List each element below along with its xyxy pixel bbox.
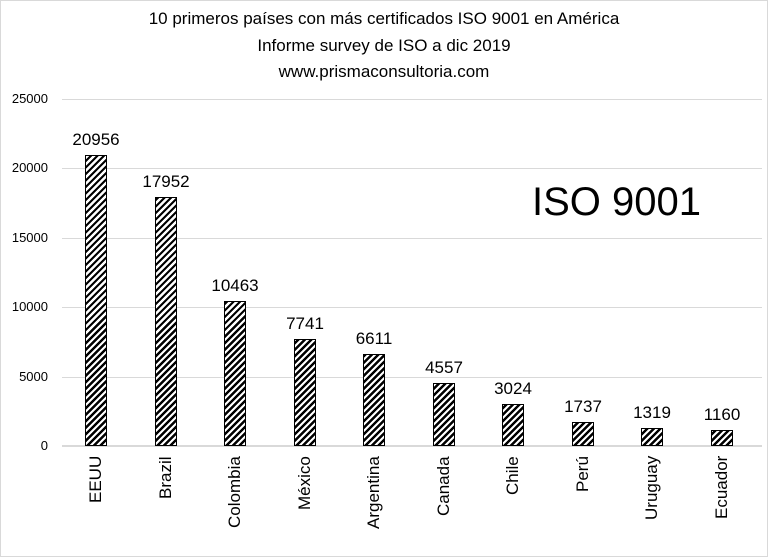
bar-uruguay [641,427,663,446]
y-tick-label: 0 [40,438,48,453]
chart-subtitle: Informe survey de ISO a dic 2019 [257,36,511,55]
bar-ecuador [711,429,733,446]
bar-argentina [363,354,385,446]
x-tick-label: Brazil [156,456,175,499]
bar-canada [433,382,455,446]
bar-value-label: 17952 [142,171,190,191]
bar-value-label: 3024 [494,379,532,399]
x-axis-line [62,445,762,447]
bar-value-label: 1319 [633,402,671,422]
y-tick-label: 5000 [19,368,48,384]
bar-value-label: 7741 [286,313,324,333]
x-tick-label: Ecuador [712,455,731,519]
x-tick-label: México [295,456,314,510]
bar-colombia [224,300,246,446]
bar-value-label: 4557 [425,357,463,377]
bar-value-label: 1160 [703,404,741,424]
gridline [62,376,762,378]
y-tick-label: 25000 [11,91,48,106]
gridline [62,99,762,100]
gridline [62,237,762,239]
gridline [62,307,762,309]
bar-chile [502,404,524,446]
chart-annotation: ISO 9001 [532,180,702,224]
bar-value-label: 20956 [72,130,120,150]
chart-source: www.prismaconsultoria.com [278,62,490,81]
x-tick-label: Uruguay [642,455,661,520]
chart-title: 10 primeros países con más certificados … [148,9,620,28]
bar-value-label: 1737 [564,396,602,416]
x-tick-label: Argentina [364,456,383,529]
y-tick-label: 10000 [11,299,48,315]
x-tick-label: Perú [573,456,592,492]
bar-méxico [294,338,316,446]
bar-perú [572,421,594,446]
bar-value-label: 6611 [355,329,393,349]
y-tick-label: 15000 [11,229,48,245]
bar-value-label: 10463 [211,275,259,295]
bar-eeuu [85,155,107,446]
bar-brazil [155,196,177,446]
y-tick-label: 20000 [11,160,48,176]
gridline [62,168,762,170]
x-tick-label: Chile [503,456,522,495]
x-tick-label: EEUU [86,455,105,503]
x-tick-label: Colombia [225,456,244,528]
x-tick-label: Canada [434,456,453,516]
